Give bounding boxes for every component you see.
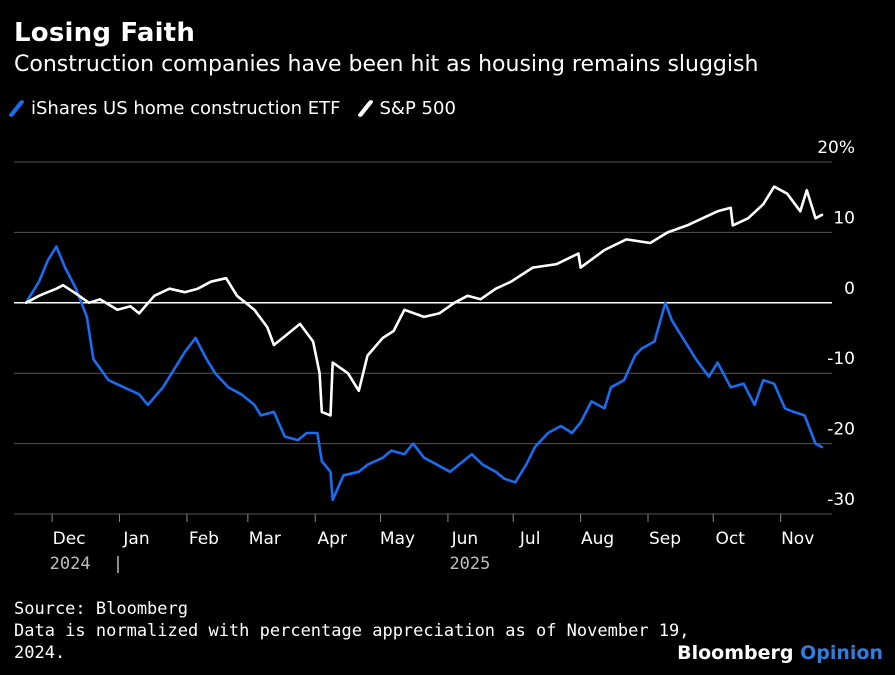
- data-note-line2: 2024.: [14, 643, 66, 663]
- brand-name: Bloomberg: [677, 642, 794, 664]
- source-note: Source: Bloomberg: [14, 599, 188, 619]
- x-tick-label: Aug: [581, 529, 614, 549]
- year-separator: |: [113, 554, 123, 574]
- series-line-sp500: [24, 185, 824, 417]
- y-tick-label: -30: [827, 490, 855, 510]
- legend-label-etf: iShares US home construction ETF: [31, 98, 341, 119]
- x-tick-label: Jul: [519, 529, 541, 549]
- x-tick-label: Dec: [53, 529, 86, 549]
- legend: iShares US home construction ETF S&P 500: [8, 98, 478, 119]
- legend-item-etf: iShares US home construction ETF: [8, 98, 341, 119]
- x-tick-label: Nov: [781, 529, 814, 549]
- y-tick-label: 10: [833, 208, 855, 228]
- x-tick-label: Jan: [122, 529, 149, 549]
- chart-title: Losing Faith: [14, 18, 196, 48]
- x-tick-label: Jun: [451, 529, 479, 549]
- y-tick-label: 0: [844, 279, 855, 299]
- x-tick-label: Apr: [318, 529, 347, 549]
- series-line-etf: [24, 245, 824, 502]
- chart-subtitle: Construction companies have been hit as …: [14, 52, 759, 77]
- x-year-label: 2025: [449, 554, 490, 574]
- x-tick-label: Feb: [189, 529, 219, 549]
- y-tick-label: -20: [827, 420, 855, 440]
- brand-suffix: Opinion: [800, 642, 883, 664]
- y-tick-label: 20%: [817, 138, 855, 158]
- y-tick-label: -10: [827, 349, 855, 369]
- data-note-line1: Data is normalized with percentage appre…: [14, 621, 690, 641]
- footer: Source: Bloomberg Data is normalized wit…: [14, 598, 690, 664]
- x-tick-label: Sep: [649, 529, 681, 549]
- legend-item-sp500: S&P 500: [356, 98, 456, 119]
- x-year-label: 2024: [50, 554, 91, 574]
- brand-logo: Bloomberg Opinion: [677, 642, 883, 664]
- x-tick-label: Mar: [249, 529, 281, 549]
- x-tick-label: May: [380, 529, 415, 549]
- x-tick-label: Oct: [716, 529, 746, 549]
- legend-label-sp500: S&P 500: [379, 98, 456, 119]
